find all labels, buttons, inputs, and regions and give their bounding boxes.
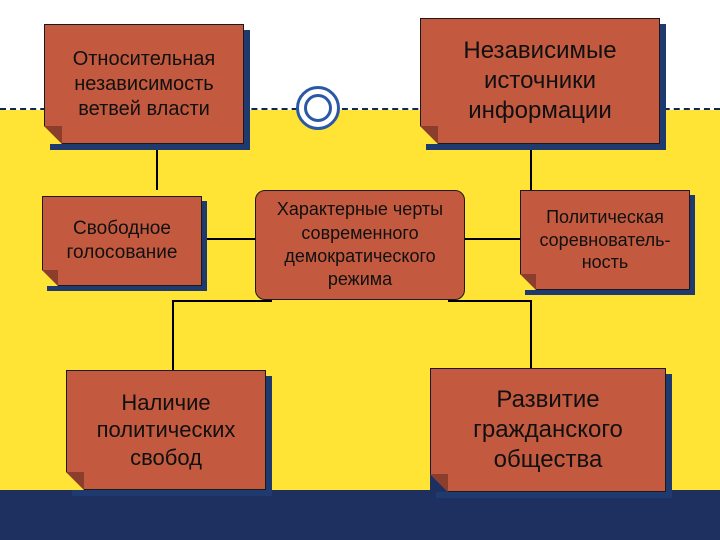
decorative-circle-inner	[304, 94, 332, 122]
concept-node-text: Политическая соревнователь-ность	[527, 206, 683, 274]
concept-node-text: Независимые источники информации	[427, 36, 653, 126]
concept-node-text: Относительная независимость ветвей власт…	[51, 47, 237, 122]
concept-node-text: Свободное голосование	[49, 217, 195, 265]
connector-line	[172, 300, 174, 370]
note-fold-flap	[430, 474, 448, 492]
concept-node-civil-society: Развитие гражданского общества	[430, 368, 666, 492]
note-fold-flap	[520, 274, 536, 290]
center-concept-box: Характерные черты современного демократи…	[255, 190, 465, 300]
diagram-canvas: Относительная независимость ветвей власт…	[0, 0, 720, 540]
connector-line	[465, 238, 520, 240]
concept-node-independent-sources: Независимые источники информации	[420, 18, 660, 144]
concept-node-political-competition: Политическая соревнователь-ность	[520, 190, 690, 290]
connector-line	[156, 148, 158, 190]
note-fold-flap	[66, 472, 84, 490]
connector-line	[530, 300, 532, 370]
concept-node-text: Наличие политических свобод	[73, 389, 259, 472]
connector-line	[448, 300, 532, 302]
note-fold-flap	[420, 126, 438, 144]
concept-node-independence-branches: Относительная независимость ветвей власт…	[44, 24, 244, 144]
connector-line	[530, 148, 532, 190]
note-fold-flap	[44, 126, 62, 144]
connector-line	[172, 300, 272, 302]
connector-line	[200, 238, 255, 240]
center-concept-text: Характерные черты современного демократи…	[264, 198, 456, 292]
concept-node-text: Развитие гражданского общества	[437, 385, 659, 475]
concept-node-political-freedoms: Наличие политических свобод	[66, 370, 266, 490]
note-fold-flap	[42, 270, 58, 286]
concept-node-free-voting: Свободное голосование	[42, 196, 202, 286]
